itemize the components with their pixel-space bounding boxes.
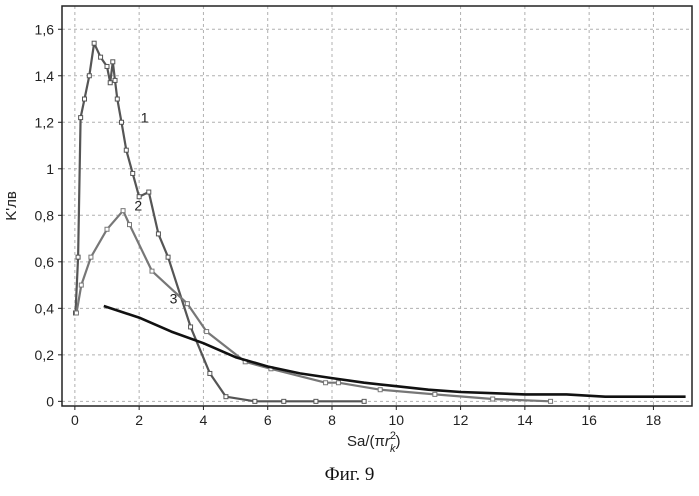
series-label-2: 2: [134, 198, 142, 214]
series-1-point-19: [189, 325, 193, 329]
series-1-point-3: [83, 97, 87, 101]
series-3-line: [104, 306, 686, 397]
series-label-3: 3: [170, 291, 178, 307]
series-1-point-18: [166, 255, 170, 259]
series-1-point-20: [208, 371, 212, 375]
x-tick-label-3: 6: [264, 412, 272, 428]
x-tick-label-5: 10: [388, 412, 404, 428]
y-tick-label-0: 0: [46, 393, 54, 409]
y-tick-label-2: 0,4: [35, 300, 55, 316]
figure-caption: Фиг. 9: [0, 464, 699, 486]
series-2-point-0: [74, 311, 78, 315]
y-tick-label-7: 1,4: [35, 68, 55, 84]
plot-area: [62, 6, 692, 406]
series-3: [104, 306, 686, 397]
series-1-point-24: [314, 399, 318, 403]
y-axis-ticks: 0 0,2 0,4 0,6 0,8 1 1,2 1,4 1,6: [35, 21, 62, 409]
y-tick-label-5: 1: [46, 161, 54, 177]
series-1-point-4: [87, 74, 91, 78]
x-axis-label-main: Sa/(π: [347, 433, 385, 450]
chart: 024681012141618 00,20,40,60,811,21,41,6 …: [0, 0, 699, 460]
series-2-point-4: [121, 209, 125, 213]
series-2-point-3: [105, 227, 109, 231]
series-2-point-15: [491, 397, 495, 401]
series-1-point-6: [99, 55, 103, 59]
series-1-point-9: [111, 60, 115, 64]
series-2-point-2: [89, 255, 93, 259]
x-tick-label-2: 4: [200, 412, 208, 428]
series-labels: 1 2 3: [134, 109, 177, 306]
x-tick-label-1: 2: [135, 412, 143, 428]
y-tick-label-6: 1,2: [35, 114, 55, 130]
y-tick-label-4: 0,8: [35, 207, 55, 223]
x-axis-label: Sa/(πr2k): [347, 430, 400, 455]
grid-lines: [62, 6, 692, 406]
x-axis-label-close: ): [395, 433, 400, 450]
series-label-1: 1: [141, 109, 149, 125]
series-2-point-13: [378, 388, 382, 392]
y-tick-label-1: 0,2: [35, 347, 55, 363]
x-tick-label-0: 0: [71, 412, 79, 428]
series-2-point-8: [205, 330, 209, 334]
series-1-point-8: [108, 81, 112, 85]
series-group: [74, 41, 686, 403]
series-2-line: [77, 211, 551, 402]
series-2-point-1: [79, 283, 83, 287]
series-2-point-7: [185, 302, 189, 306]
x-tick-label-9: 18: [646, 412, 662, 428]
series-1-point-5: [92, 41, 96, 45]
x-tick-label-6: 12: [453, 412, 469, 428]
series-1-point-23: [282, 399, 286, 403]
x-tick-label-4: 8: [328, 412, 336, 428]
series-2-point-5: [128, 223, 132, 227]
series-1-point-21: [224, 395, 228, 399]
series-1-point-11: [115, 97, 119, 101]
series-1-point-25: [362, 399, 366, 403]
series-2-point-11: [324, 381, 328, 385]
series-1-point-12: [119, 120, 123, 124]
series-1-point-14: [131, 171, 135, 175]
series-1-point-7: [105, 64, 109, 68]
x-tick-label-7: 14: [517, 412, 533, 428]
y-tick-label-8: 1,6: [35, 21, 55, 37]
y-axis-label: K'лв: [3, 191, 20, 221]
series-1-point-1: [76, 255, 80, 259]
y-tick-label-3: 0,6: [35, 254, 55, 270]
series-2-point-16: [549, 399, 553, 403]
series-1-point-10: [113, 78, 117, 82]
series-2-point-12: [336, 381, 340, 385]
x-tick-label-8: 16: [581, 412, 597, 428]
series-2-point-6: [150, 269, 154, 273]
series-1-point-22: [253, 399, 257, 403]
series-1-point-13: [124, 148, 128, 152]
x-axis-ticks: 0 2 4 6 8 10 12 14 16 18: [71, 406, 661, 428]
series-2-point-14: [433, 392, 437, 396]
series-1-point-17: [156, 232, 160, 236]
series-1-point-16: [147, 190, 151, 194]
series-1-point-2: [79, 116, 83, 120]
